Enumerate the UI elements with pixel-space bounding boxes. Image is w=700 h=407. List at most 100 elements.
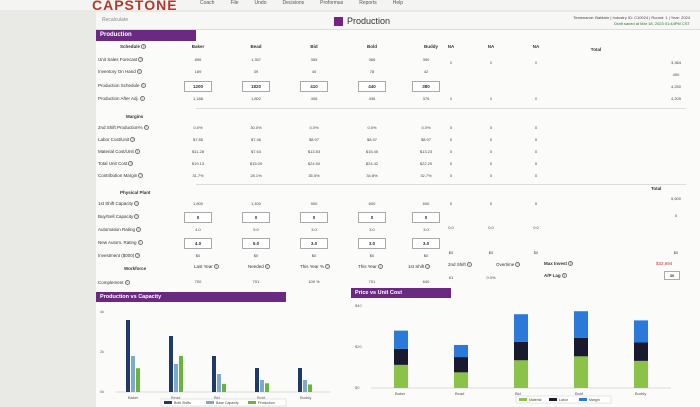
menu-undo[interactable]: Undo — [254, 0, 267, 6]
legend-box — [160, 398, 287, 407]
bar-margin — [394, 330, 408, 349]
info-icon[interactable]: ? — [213, 264, 219, 270]
cell: 390 — [422, 57, 430, 62]
bar-material — [394, 364, 408, 388]
menu-coach[interactable]: Coach — [200, 0, 215, 6]
chart1-title: Production vs Capacity — [96, 292, 286, 302]
legend-label: Material — [529, 398, 542, 402]
buy-sell-input-bold[interactable]: 0 — [358, 212, 386, 223]
info-icon[interactable]: ? — [561, 273, 567, 279]
max-invest-value: $32,694 — [656, 261, 673, 266]
info-icon[interactable]: ? — [124, 280, 130, 286]
cell: 0 — [534, 201, 538, 206]
cell: $7.85 — [192, 137, 203, 142]
cell: 1,188 — [192, 96, 203, 101]
cell: 31.7% — [192, 173, 204, 178]
bar-base-capacity — [217, 374, 221, 392]
cell: 0 — [449, 201, 453, 206]
info-icon[interactable]: ? — [568, 261, 574, 267]
sub-header: Recalculate Production Teamname: Baldwin… — [96, 12, 700, 30]
info-icon[interactable]: ? — [264, 264, 270, 270]
info-icon[interactable]: ? — [325, 264, 331, 270]
y-tick-label: 2k — [100, 349, 104, 354]
info-icon[interactable]: ? — [515, 262, 521, 268]
cell: 3,364 — [670, 60, 681, 65]
cell: $24.42 — [365, 161, 379, 166]
row-label-2nd-shift: 2nd Shift Production%? — [98, 125, 149, 131]
row-label-buy-sell-capacity: Buy/Sell Capacity? — [98, 214, 140, 220]
cell: 436 — [368, 96, 376, 101]
buy-sell-input-baker[interactable]: 0 — [184, 212, 212, 223]
info-icon[interactable]: ? — [136, 69, 142, 75]
x-tick-label: Buddy — [635, 391, 646, 396]
recalculate-button[interactable]: Recalculate — [102, 17, 129, 23]
buy-sell-input-buddy[interactable]: 0 — [412, 212, 440, 223]
cell: $0 — [488, 250, 494, 255]
info-icon[interactable]: ? — [138, 173, 144, 179]
cell: 61 — [448, 275, 454, 280]
info-icon[interactable]: ? — [134, 201, 140, 207]
info-icon[interactable]: ? — [140, 83, 146, 89]
bar-production — [179, 355, 183, 392]
menu-decisions[interactable]: Decisions — [282, 0, 305, 6]
menu-proformas[interactable]: Proformas — [320, 0, 344, 6]
cell: 30.0% — [250, 125, 262, 130]
y-tick-label: $40 — [355, 303, 362, 308]
cell: 35.5% — [308, 173, 320, 178]
info-icon[interactable]: ? — [425, 264, 431, 270]
automation-input-bold[interactable]: 3.0 — [358, 238, 386, 249]
production-input-bold[interactable]: 440 — [358, 81, 386, 92]
cell: 0 — [449, 149, 453, 154]
info-icon[interactable]: ? — [466, 262, 472, 268]
automation-input-bead[interactable]: 5.0 — [242, 238, 270, 249]
cell: 0 — [489, 137, 493, 142]
info-icon[interactable]: ? — [128, 161, 134, 167]
automation-input-baker[interactable]: 4.0 — [184, 238, 212, 249]
buy-sell-input-bead[interactable]: 0 — [242, 212, 270, 223]
buy-sell-input-bid[interactable]: 0 — [300, 212, 328, 223]
cell: 355 — [310, 57, 318, 62]
cell: 0.0 — [448, 225, 454, 230]
team-info: Teamname: Baldwin | Industry ID: C10024 … — [573, 15, 690, 27]
legend-label: Both Shifts — [174, 401, 191, 405]
bar-margin — [514, 314, 528, 342]
cell: 0 — [449, 173, 453, 178]
automation-input-bid[interactable]: 3.0 — [300, 238, 328, 249]
cell: $0 — [195, 253, 201, 258]
info-icon[interactable]: ? — [134, 149, 140, 155]
menu-reports[interactable]: Reports — [359, 0, 377, 6]
production-input-bead[interactable]: 1820 — [242, 81, 270, 92]
x-tick-label: Bold — [257, 395, 265, 400]
menu-help[interactable]: Help — [392, 0, 404, 6]
production-input-bid[interactable]: 410 — [300, 81, 328, 92]
info-icon[interactable]: ? — [135, 253, 141, 259]
bar-base-capacity — [260, 380, 264, 392]
cell: 0.0 — [488, 225, 494, 230]
info-icon[interactable]: ? — [137, 240, 143, 246]
page-title: Production — [334, 16, 390, 26]
production-capacity-chart: 4k 2k 0k Baker Bead Bid Bold Buddy Both Shifts Ba… — [100, 309, 331, 407]
production-input-baker[interactable]: 1200 — [184, 81, 212, 92]
cell: 0 — [534, 173, 538, 178]
automation-input-buddy[interactable]: 3.0 — [412, 238, 440, 249]
cell: 32.7% — [420, 173, 432, 178]
ap-lag-input[interactable]: 30 — [664, 271, 680, 280]
price-unit-cost-chart: $40 $20 $0 Baker Bead Bid Bold Buddy Material Lab… — [355, 303, 671, 404]
info-icon[interactable]: ? — [130, 137, 136, 143]
top-nav: CAPSTONE Coach File Undo Decisions Profo… — [0, 0, 700, 13]
menu-file[interactable]: File — [230, 0, 239, 6]
cell: $0 — [369, 253, 375, 258]
x-tick-label: Bead — [455, 391, 464, 396]
physical-plant-label: Physical Plant — [120, 190, 151, 195]
cell: $0 — [448, 250, 454, 255]
cell: 4.0 — [195, 227, 201, 232]
info-icon[interactable]: ? — [138, 57, 144, 63]
info-icon[interactable]: ? — [134, 214, 140, 220]
info-icon[interactable]: ? — [139, 96, 145, 102]
info-icon[interactable]: ? — [136, 227, 142, 233]
info-icon[interactable]: ? — [141, 44, 147, 50]
cell: 0 — [534, 96, 538, 101]
info-icon[interactable]: ? — [143, 125, 149, 131]
info-icon[interactable]: ? — [377, 264, 383, 270]
production-input-buddy[interactable]: 380 — [412, 81, 440, 92]
